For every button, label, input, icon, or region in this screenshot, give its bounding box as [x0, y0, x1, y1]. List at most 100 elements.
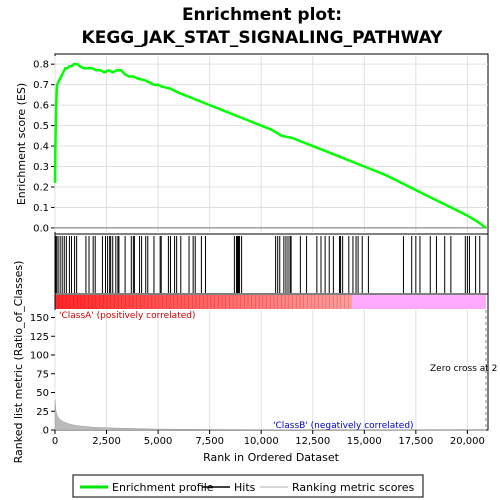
class-a-band-segment	[262, 295, 269, 309]
metric-tick-label: 125	[30, 332, 49, 343]
class-a-band-segment	[247, 295, 254, 309]
x-tick-label: 0	[52, 436, 58, 447]
class-a-band-segment	[203, 295, 210, 309]
class-color-bar	[54, 295, 486, 309]
enrichment-profile-line	[53, 62, 487, 229]
metric-x-gridlines	[54, 310, 468, 430]
class-a-band-segment	[287, 295, 294, 309]
class-a-band-segment	[139, 295, 145, 309]
es-tick-label: 0.7	[33, 80, 49, 91]
x-axis-ticks: 0 2,500 5,000 7,500 10,000 12,500 15,000 17,500…	[52, 430, 485, 447]
class-a-band-segment	[114, 295, 120, 309]
class-a-band-segment	[213, 295, 219, 309]
class-a-band-segment	[198, 295, 205, 309]
es-tick-label: 0.2	[33, 182, 49, 193]
class-a-band-segment	[163, 295, 170, 309]
class-a-band-segment	[342, 295, 348, 309]
metric-y-axis-label: Ranked list metric (Ratio_of_Classes)	[12, 261, 25, 464]
class-a-band-segment	[99, 295, 106, 309]
class-a-band-segment	[322, 295, 328, 309]
class-a-band-segment	[267, 295, 274, 309]
class-a-band-segment	[208, 295, 214, 309]
class-a-band-segment	[55, 295, 61, 309]
class-a-band-segment	[346, 295, 353, 309]
x-axis-label: Rank in Ordered Dataset	[203, 451, 340, 464]
legend-label: Ranking metric scores	[292, 481, 414, 494]
class-a-band-segment	[183, 295, 190, 309]
metric-tick-label: 100	[30, 351, 49, 362]
legend-box	[72, 474, 424, 498]
x-tick-label: 20,000	[450, 436, 485, 447]
metric-tick-label: 75	[36, 369, 49, 380]
class-a-band-segment	[238, 295, 244, 309]
class-a-label: 'ClassA' (positively correlated)	[59, 311, 196, 321]
class-a-band-segment	[74, 295, 81, 309]
class-a-band-segment	[332, 295, 338, 309]
x-tick-label: 7,500	[195, 436, 224, 447]
es-tick-label: 0.5	[33, 121, 49, 132]
class-a-band-segment	[124, 295, 130, 309]
class-a-band-segment	[94, 295, 101, 309]
class-a-band-segment	[134, 295, 140, 309]
metric-y-ticks: 0 25 50 75 100 125 150	[30, 313, 55, 437]
x-tick-label: 12,500	[295, 436, 330, 447]
es-tick-label: 0.0	[33, 223, 49, 234]
class-a-band-segment	[223, 295, 229, 309]
es-tick-label: 0.8	[33, 60, 49, 71]
class-a-band-segment	[272, 295, 279, 309]
class-a-band-segment	[178, 295, 185, 309]
chart-title-line2: KEGG_JAK_STAT_SIGNALING_PATHWAY	[82, 28, 444, 48]
class-a-band-segment	[282, 295, 289, 309]
class-a-band-segment	[337, 295, 343, 309]
hits-markers	[55, 236, 481, 293]
legend: Enrichment profile Hits Ranking metric sco…	[80, 481, 414, 494]
es-y-ticks: 0.0 0.1 0.2 0.3 0.4 0.5 0.6 0.7 0.8	[33, 60, 55, 234]
class-a-band-segment	[307, 295, 313, 309]
class-a-band-segment	[297, 295, 304, 309]
class-a-band-segment	[158, 295, 165, 309]
x-tick-label: 15,000	[347, 436, 382, 447]
class-a-band-segment	[109, 295, 115, 309]
metric-tick-label: 25	[36, 407, 49, 418]
x-tick-label: 10,000	[244, 436, 279, 447]
class-a-band-segment	[228, 295, 234, 309]
es-y-axis-label: Enrichment score (ES)	[15, 83, 28, 205]
metric-tick-label: 50	[36, 388, 49, 399]
class-a-band-segment	[292, 295, 299, 309]
class-a-band-segment	[79, 295, 86, 309]
x-tick-label: 17,500	[398, 436, 433, 447]
class-a-band-segment	[252, 295, 259, 309]
legend-label: Enrichment profile	[112, 481, 214, 494]
class-b-label: 'ClassB' (negatively correlated)	[273, 421, 414, 431]
zero-cross-label: Zero cross at 2	[430, 364, 497, 374]
class-a-band-segment	[312, 295, 318, 309]
es-tick-label: 0.4	[33, 142, 49, 153]
class-a-band-segment	[69, 295, 76, 309]
class-a-band-segment	[104, 295, 111, 309]
es-tick-label: 0.3	[33, 162, 49, 173]
metric-tick-label: 150	[30, 313, 49, 324]
class-a-band-segment	[218, 295, 224, 309]
x-tick-label: 5,000	[144, 436, 173, 447]
class-a-band-segment	[59, 295, 66, 309]
class-a-band-segment	[193, 295, 200, 309]
class-a-band-segment	[149, 295, 155, 309]
class-a-band-segment	[64, 295, 71, 309]
class-a-band-segment	[153, 295, 160, 309]
class-a-band-segment	[84, 295, 91, 309]
class-a-band-segment	[257, 295, 264, 309]
ranking-metric-area	[54, 399, 486, 431]
class-a-band-segment	[302, 295, 308, 309]
class-a-band-segment	[277, 295, 284, 309]
class-a-band-segment	[243, 295, 249, 309]
metric-tick-label: 0	[43, 426, 49, 437]
class-a-band-segment	[233, 295, 239, 309]
class-a-band-segment	[188, 295, 195, 309]
hits-panel-frame	[54, 233, 489, 295]
class-a-band-segment	[327, 295, 333, 309]
legend-label: Hits	[234, 481, 256, 494]
class-a-band-segment	[129, 295, 135, 309]
class-b-band	[351, 295, 486, 309]
class-a-band-segment	[168, 295, 175, 309]
